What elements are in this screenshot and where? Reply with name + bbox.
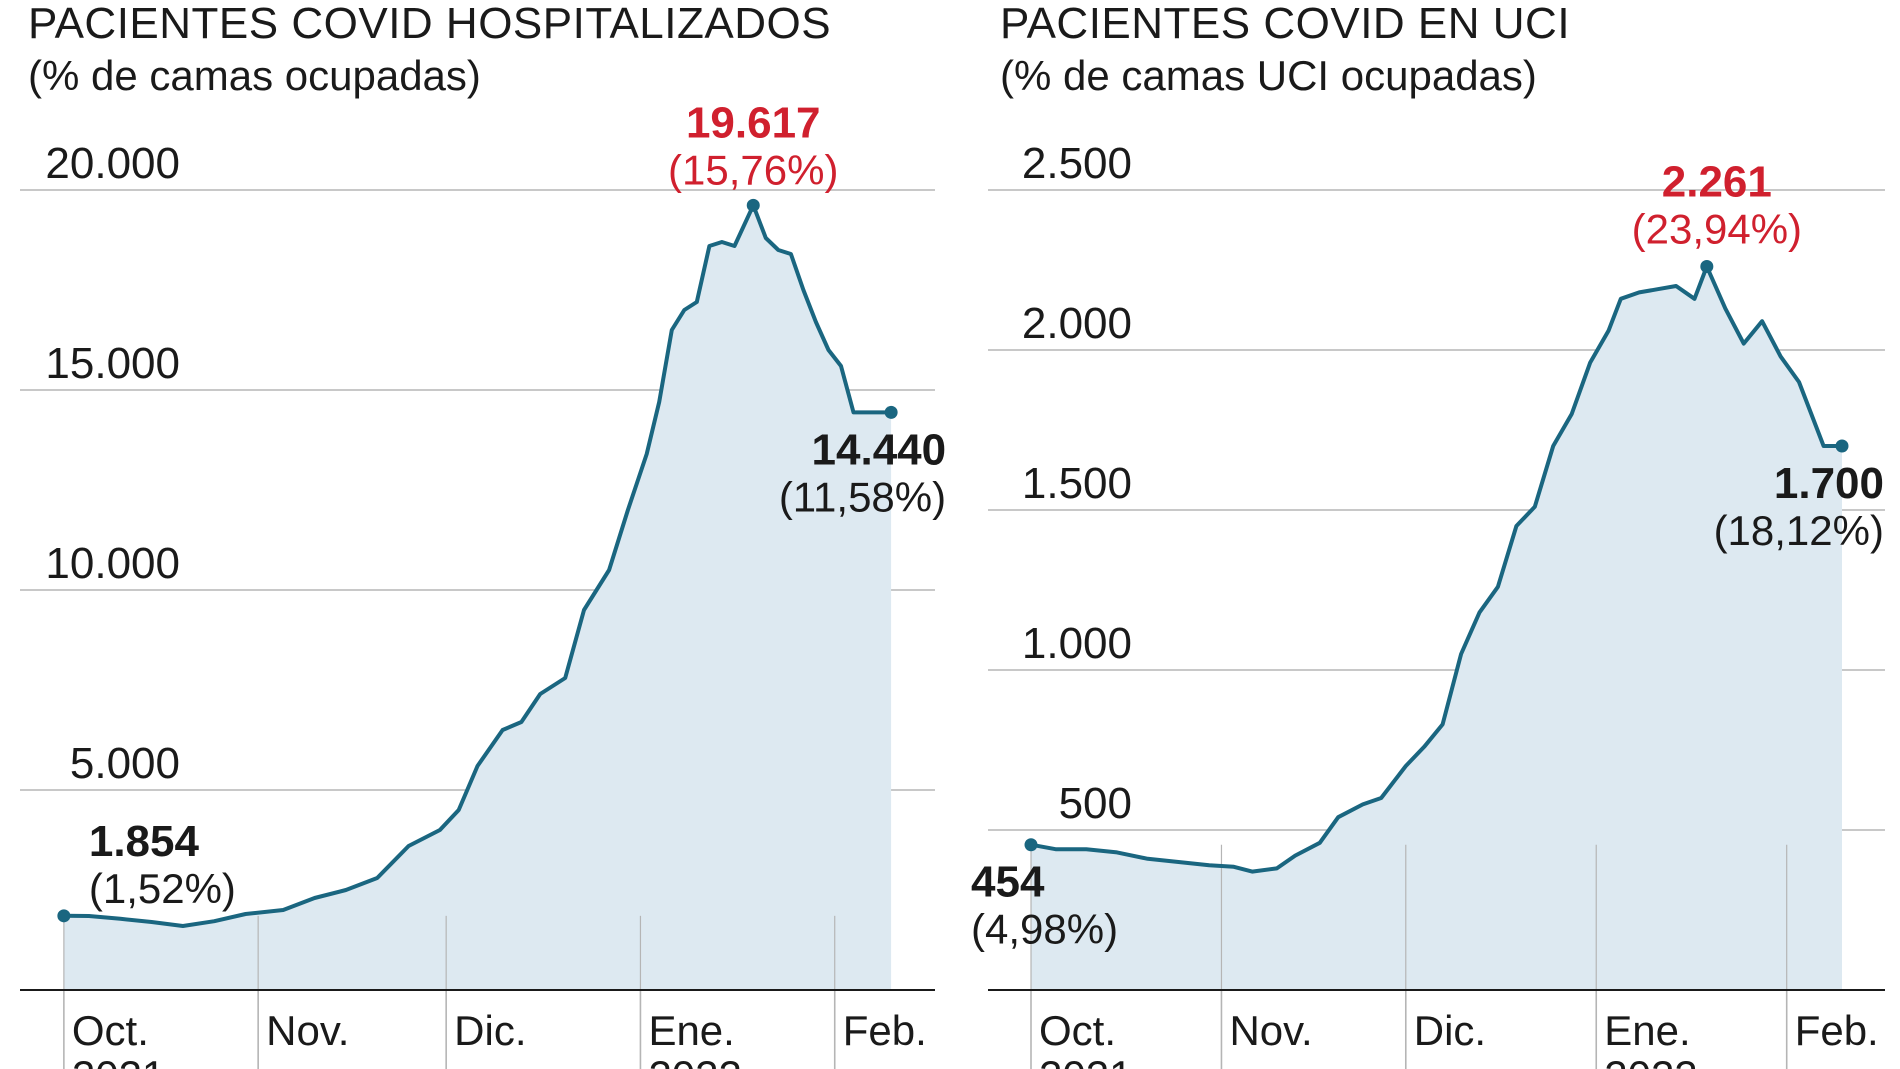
month-label: Nov. bbox=[266, 1007, 349, 1054]
peak-value-label: 2.261 bbox=[1662, 157, 1772, 206]
series-line bbox=[1029, 264, 1844, 874]
month-label: Ene. bbox=[648, 1007, 734, 1054]
month-year-label: 2021 bbox=[1039, 1052, 1132, 1069]
peak-percent-label: (15,76%) bbox=[668, 146, 838, 193]
y-tick-label: 5.000 bbox=[70, 739, 180, 788]
start-value-label: 454 bbox=[971, 858, 1045, 907]
chart-title: PACIENTES COVID HOSPITALIZADOS bbox=[28, 0, 831, 48]
data-point-marker bbox=[1700, 259, 1714, 273]
y-tick-label: 500 bbox=[1059, 779, 1132, 828]
y-tick-label: 20.000 bbox=[45, 139, 180, 188]
month-label: Feb. bbox=[1795, 1007, 1879, 1054]
month-label: Ene. bbox=[1604, 1007, 1690, 1054]
series-line bbox=[61, 203, 894, 928]
chart-subtitle: (% de camas ocupadas) bbox=[28, 52, 481, 99]
peak-value-label: 19.617 bbox=[686, 98, 821, 147]
end-value-label: 14.440 bbox=[812, 425, 947, 474]
start-percent-label: (1,52%) bbox=[89, 865, 236, 912]
y-tick-label: 15.000 bbox=[45, 339, 180, 388]
chart-title: PACIENTES COVID EN UCI bbox=[1000, 0, 1570, 48]
y-tick-label: 2.500 bbox=[1022, 139, 1132, 188]
month-label: Nov. bbox=[1229, 1007, 1312, 1054]
month-label: Feb. bbox=[843, 1007, 927, 1054]
end-percent-label: (18,12%) bbox=[1714, 507, 1884, 554]
data-point-marker bbox=[57, 909, 71, 923]
chart-subtitle: (% de camas UCI ocupadas) bbox=[1000, 52, 1537, 99]
data-point-marker bbox=[1024, 838, 1038, 852]
data-point-marker bbox=[884, 405, 898, 419]
month-label: Dic. bbox=[1414, 1007, 1486, 1054]
y-tick-label: 10.000 bbox=[45, 539, 180, 588]
end-percent-label: (11,58%) bbox=[779, 473, 946, 520]
y-tick-label: 1.500 bbox=[1022, 459, 1132, 508]
month-year-label: 2021 bbox=[72, 1052, 165, 1069]
month-year-label: 2022 bbox=[648, 1052, 741, 1069]
chart-hospitalizados: PACIENTES COVID HOSPITALIZADOS (% de cam… bbox=[20, 0, 946, 1069]
month-label: Oct. bbox=[72, 1007, 149, 1054]
start-value-label: 1.854 bbox=[89, 817, 200, 866]
month-label: Oct. bbox=[1039, 1007, 1116, 1054]
y-tick-label: 2.000 bbox=[1022, 299, 1132, 348]
month-label: Dic. bbox=[454, 1007, 526, 1054]
y-tick-label: 1.000 bbox=[1022, 619, 1132, 668]
month-year-label: 2022 bbox=[1604, 1052, 1697, 1069]
end-value-label: 1.700 bbox=[1774, 459, 1884, 508]
series-area bbox=[1031, 266, 1842, 990]
data-point-marker bbox=[746, 198, 760, 212]
series-area bbox=[63, 205, 892, 991]
peak-percent-label: (23,94%) bbox=[1632, 205, 1802, 252]
chart-uci: PACIENTES COVID EN UCI (% de camas UCI o… bbox=[971, 0, 1885, 1069]
data-point-marker bbox=[1835, 439, 1849, 453]
start-percent-label: (4,98%) bbox=[971, 906, 1118, 953]
